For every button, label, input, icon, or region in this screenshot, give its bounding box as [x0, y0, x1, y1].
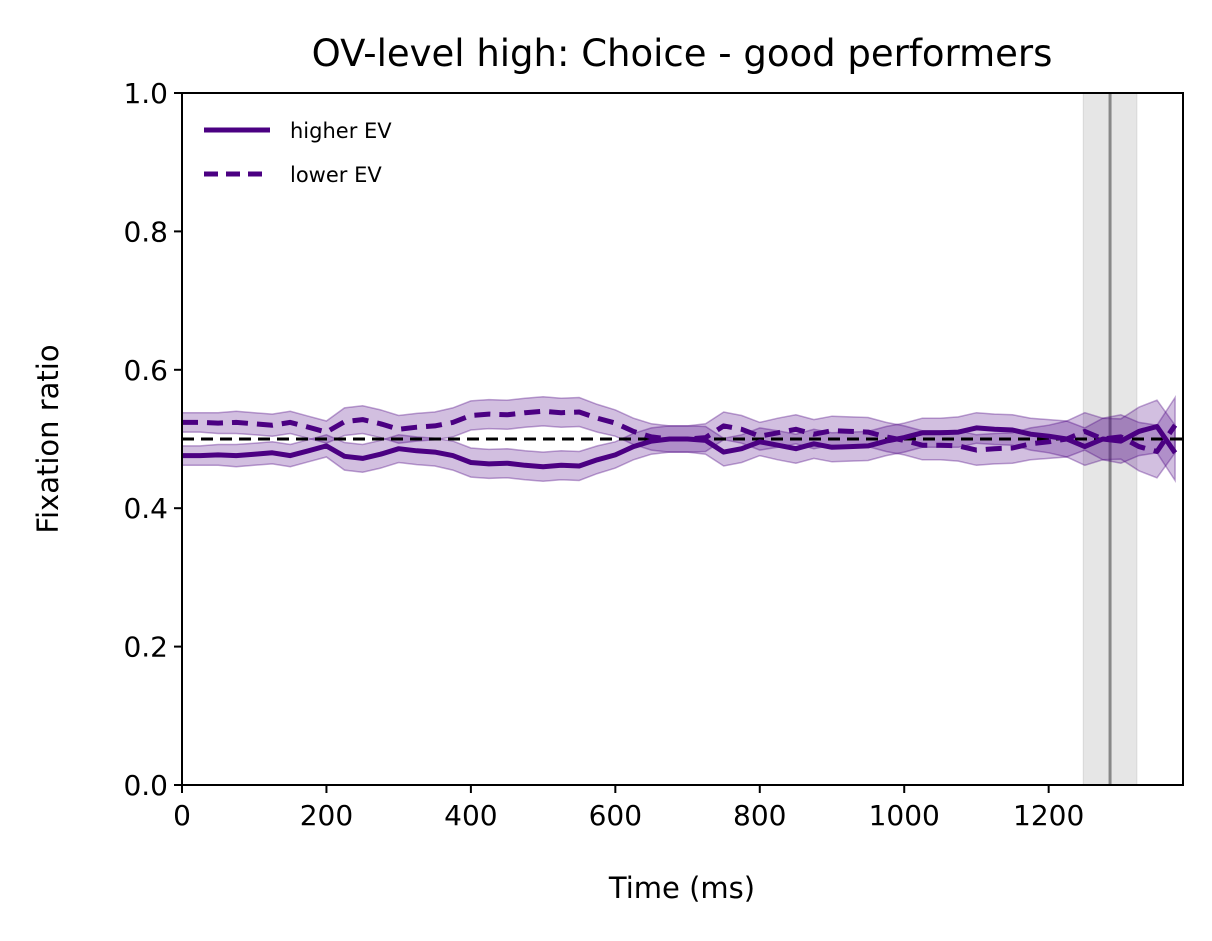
x-tick-label: 1200 — [1013, 799, 1084, 832]
x-tick-label: 0 — [173, 799, 191, 832]
x-axis-label: Time (ms) — [608, 871, 755, 905]
chart-title: OV-level high: Choice - good performers — [312, 32, 1053, 75]
series-line-lower-ev — [182, 408, 1178, 454]
legend-label-higher-ev: higher EV — [290, 119, 392, 143]
x-tick-label: 1000 — [869, 799, 940, 832]
y-axis-label: Fixation ratio — [31, 344, 65, 533]
legend-box — [193, 108, 458, 198]
y-tick-label: 0.2 — [123, 631, 168, 664]
legend-label-lower-ev: lower EV — [290, 163, 382, 187]
y-tick-label: 0.8 — [123, 215, 168, 248]
y-tick-label: 1.0 — [123, 77, 168, 110]
y-tick-label: 0.6 — [123, 354, 168, 387]
x-tick-label: 600 — [589, 799, 642, 832]
plot-area — [182, 93, 1183, 785]
x-tick-label: 400 — [444, 799, 497, 832]
axis-ticks: 0 200 400 600 800 1000 1200 0.0 0.2 0.4 0.6 0.8 1.0 — [123, 77, 1084, 832]
y-tick-label: 0.4 — [123, 492, 168, 525]
x-tick-label: 200 — [300, 799, 353, 832]
x-tick-label: 800 — [733, 799, 786, 832]
plot-frame — [181, 92, 1184, 786]
y-tick-label: 0.0 — [123, 769, 168, 802]
legend: higher EV lower EV — [193, 108, 458, 198]
